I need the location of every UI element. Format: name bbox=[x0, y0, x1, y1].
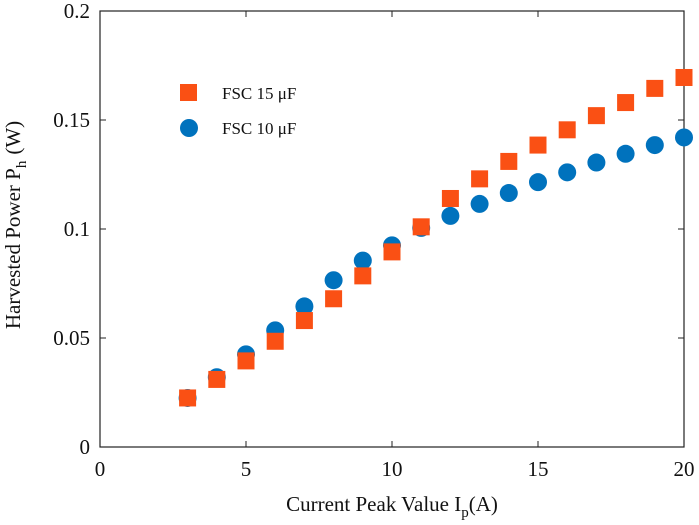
data-point-fsc-10 bbox=[353, 251, 372, 270]
x-axis-label-unit: (A) bbox=[469, 492, 498, 516]
data-point-fsc-15 bbox=[179, 389, 197, 407]
y-tick-label: 0.2 bbox=[64, 0, 90, 23]
data-point-fsc-10 bbox=[470, 194, 489, 213]
data-point-fsc-10 bbox=[587, 153, 606, 172]
data-point-fsc-10 bbox=[616, 144, 635, 163]
data-point-fsc-15 bbox=[617, 94, 635, 112]
data-point-fsc-15 bbox=[383, 243, 401, 261]
data-point-fsc-10 bbox=[295, 297, 314, 316]
data-point-fsc-10 bbox=[675, 128, 693, 147]
legend-label-fsc-10: FSC 10 μF bbox=[222, 119, 296, 138]
data-point-fsc-10 bbox=[499, 184, 518, 203]
data-point-fsc-15 bbox=[354, 267, 372, 285]
x-axis-label-sub: p bbox=[461, 505, 469, 521]
y-axis-label-main: Harvested Power P bbox=[1, 168, 25, 329]
data-point-fsc-15 bbox=[587, 107, 605, 125]
x-tick-label: 20 bbox=[674, 457, 695, 481]
data-point-fsc-10 bbox=[529, 173, 547, 192]
x-tick-label: 0 bbox=[95, 457, 106, 481]
x-tick-label: 15 bbox=[528, 457, 549, 481]
legend-marker-fsc-15 bbox=[180, 84, 197, 101]
y-axis-label-unit: (W) bbox=[1, 121, 25, 155]
y-axis-label: Harvested Power Ph (W) bbox=[1, 121, 30, 329]
data-point-fsc-15 bbox=[412, 218, 430, 236]
plot-area: 0 5 10 15 20 0 0.05 0.1 0.15 0.2 bbox=[53, 0, 694, 481]
legend-label-fsc-15: FSC 15 μF bbox=[222, 84, 296, 103]
data-point-fsc-15 bbox=[529, 136, 547, 154]
data-point-fsc-15 bbox=[266, 332, 284, 350]
data-point-fsc-15 bbox=[208, 370, 226, 388]
data-point-fsc-15 bbox=[558, 121, 576, 139]
data-point-fsc-15 bbox=[646, 79, 664, 97]
x-tick-label: 5 bbox=[241, 457, 252, 481]
data-point-fsc-15 bbox=[237, 352, 255, 370]
data-point-fsc-10 bbox=[324, 271, 343, 290]
plot-frame bbox=[99, 10, 685, 448]
legend: FSC 15 μF FSC 10 μF bbox=[180, 84, 296, 138]
y-tick-label: 0.05 bbox=[53, 326, 90, 350]
data-point-fsc-15 bbox=[295, 312, 313, 330]
data-point-fsc-15 bbox=[500, 152, 518, 170]
data-point-fsc-15 bbox=[325, 290, 343, 308]
x-tick-label: 10 bbox=[382, 457, 403, 481]
y-tick-label: 0.1 bbox=[64, 217, 90, 241]
y-tick-label: 0 bbox=[80, 435, 91, 459]
data-point-fsc-15 bbox=[471, 170, 489, 188]
legend-marker-fsc-10 bbox=[180, 119, 198, 137]
data-point-fsc-15 bbox=[441, 189, 459, 207]
y-tick-label: 0.15 bbox=[53, 108, 90, 132]
y-axis-label-sub: h bbox=[14, 160, 30, 168]
data-point-fsc-15 bbox=[675, 68, 693, 86]
x-axis-label-main: Current Peak Value I bbox=[286, 492, 461, 516]
data-point-fsc-10 bbox=[645, 136, 664, 155]
data-point-fsc-10 bbox=[558, 163, 577, 182]
data-point-fsc-10 bbox=[441, 206, 460, 225]
x-axis-label: Current Peak Value Ip(A) bbox=[286, 492, 498, 521]
